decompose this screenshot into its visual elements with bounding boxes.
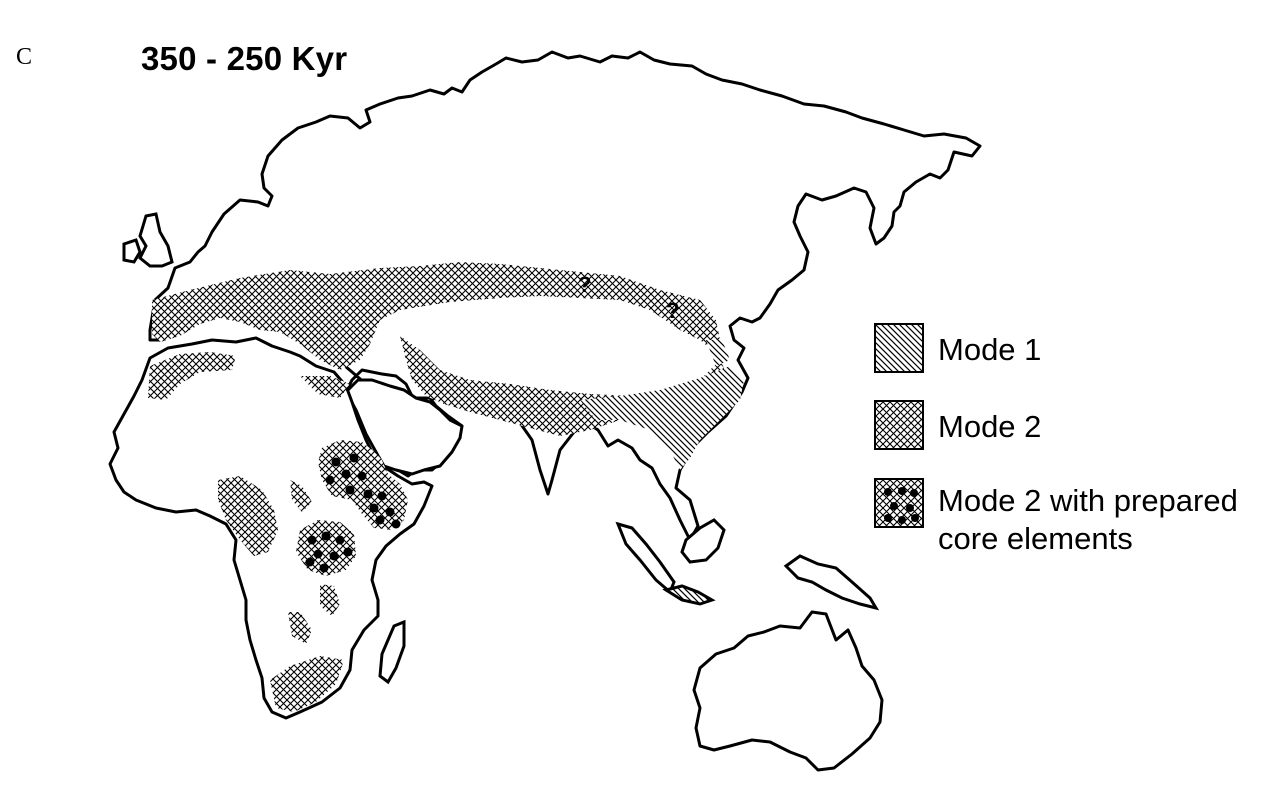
question-mark-2: ? bbox=[666, 298, 679, 323]
java-coastline bbox=[662, 584, 716, 606]
question-mark-1: ? bbox=[578, 272, 591, 297]
mode-2-prepared-swatch bbox=[874, 478, 924, 528]
australia-coastline bbox=[692, 610, 884, 772]
mode-1-swatch bbox=[874, 323, 924, 373]
legend-label-mode-2: Mode 2 bbox=[938, 409, 1042, 444]
britain-coastline bbox=[138, 212, 174, 268]
ireland-coastline bbox=[122, 238, 142, 264]
legend-label-mode-1: Mode 1 bbox=[938, 332, 1042, 367]
madagascar-coastline bbox=[378, 619, 406, 685]
mode-2-swatch bbox=[874, 400, 924, 450]
legend-label-mode-2-prepared: Mode 2 with prepared core elements bbox=[938, 483, 1238, 556]
borneo-coastline bbox=[680, 518, 726, 564]
mode-1-regions bbox=[580, 340, 744, 470]
new-guinea-coastline bbox=[783, 554, 880, 611]
map-title: 350 - 250 Kyr bbox=[141, 40, 348, 77]
panel-label: C bbox=[16, 44, 33, 70]
mode-2-prepared-core-regions bbox=[296, 440, 408, 576]
mode-2-regions bbox=[148, 262, 730, 712]
legend-item-mode-1: Mode 1 bbox=[874, 323, 1041, 373]
legend-item-mode-2: Mode 2 bbox=[874, 400, 1041, 450]
sumatra-coastline bbox=[615, 521, 676, 595]
legend-item-mode-2-prepared: Mode 2 with prepared core elements bbox=[874, 478, 1238, 558]
